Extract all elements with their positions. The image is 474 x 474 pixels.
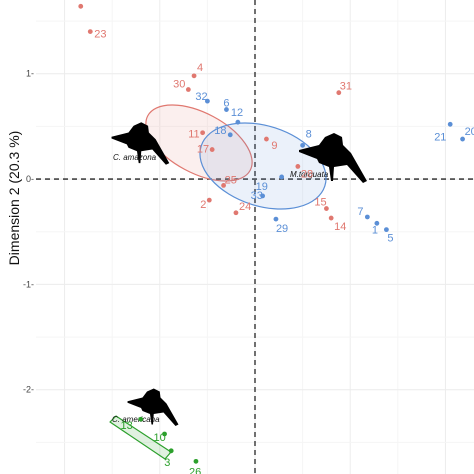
point-12 xyxy=(235,119,241,125)
point-label-24: 24 xyxy=(239,201,251,213)
point-13 xyxy=(138,416,144,422)
y-tick-label: 1- xyxy=(26,69,34,79)
point-label-4: 4 xyxy=(197,62,203,74)
confidence-ellipses xyxy=(109,104,327,460)
bird-m-torquata-icon xyxy=(299,133,367,183)
point-label-7: 7 xyxy=(357,206,363,218)
point-21 xyxy=(447,121,453,127)
point-label-26: 26 xyxy=(189,466,201,474)
point-10 xyxy=(162,431,167,437)
ellipse-c-amazona xyxy=(145,104,253,182)
point-6 xyxy=(224,107,229,112)
point-5 xyxy=(384,227,389,233)
point-20 xyxy=(460,136,465,142)
y-tick-label: -1- xyxy=(23,279,34,289)
point-label-21: 21 xyxy=(434,131,446,143)
data-points: 2223430111792831252241514326121881933297… xyxy=(55,0,474,474)
species-label-c-americana: C. americana xyxy=(112,415,160,424)
point-label-31: 31 xyxy=(340,81,352,93)
point-24 xyxy=(233,210,239,216)
point-label-18: 18 xyxy=(214,125,226,137)
ellipse-m-torquata xyxy=(199,122,327,210)
point-30 xyxy=(185,87,191,92)
point-label-28: 28 xyxy=(301,168,313,180)
point-8 xyxy=(300,142,306,148)
point-label-17: 17 xyxy=(197,144,209,156)
point-label-10: 10 xyxy=(154,432,166,444)
bird-c-americana-icon xyxy=(127,388,179,426)
point-17 xyxy=(209,147,215,152)
point-1 xyxy=(374,220,380,226)
point-2 xyxy=(206,197,212,203)
point-31 xyxy=(336,90,342,96)
bird-silhouettes: C. amazona M.torquata C. americana xyxy=(111,122,367,426)
point-23 xyxy=(87,29,93,34)
point-25 xyxy=(221,182,226,188)
point-28 xyxy=(295,164,301,169)
point-18 xyxy=(227,132,233,138)
point-label-11: 11 xyxy=(188,129,199,141)
point-label-32: 32 xyxy=(195,91,207,103)
point-label-8: 8 xyxy=(306,128,312,140)
point-7 xyxy=(364,214,370,220)
point-label-14: 14 xyxy=(334,221,346,233)
point-label-19: 19 xyxy=(256,181,268,193)
point-4 xyxy=(191,73,197,79)
point-26 xyxy=(193,458,199,464)
y-axis-label: Dimension 2 (20.3 %) xyxy=(6,131,22,266)
point-label-6: 6 xyxy=(223,98,229,110)
point-14 xyxy=(328,215,334,221)
species-label-c-amazona: C. amazona xyxy=(113,153,157,162)
point-label-12: 12 xyxy=(231,107,243,119)
point-label-25: 25 xyxy=(225,174,237,186)
point-29 xyxy=(273,216,279,222)
point-label-1: 1 xyxy=(372,224,378,236)
point-label-20: 20 xyxy=(465,126,474,138)
point-label-33: 33 xyxy=(251,190,263,202)
y-tick-label: -2- xyxy=(23,385,34,395)
y-tick-label: 0- xyxy=(26,174,34,184)
zero-axes xyxy=(36,0,474,474)
point-19 xyxy=(279,174,285,180)
point-11 xyxy=(200,130,206,136)
point-32 xyxy=(204,98,210,104)
point-9 xyxy=(264,136,269,142)
point-15 xyxy=(324,206,329,211)
point-label-13: 13 xyxy=(120,420,132,432)
point-label-2: 2 xyxy=(200,199,206,211)
point-label-29: 29 xyxy=(276,223,288,235)
point-3 xyxy=(168,448,174,454)
point-label-3: 3 xyxy=(164,457,170,469)
point-label-22: 22 xyxy=(55,0,67,1)
point-label-30: 30 xyxy=(173,79,185,91)
point-label-5: 5 xyxy=(387,233,393,245)
y-tick-labels: 1- 0- -1- -2- xyxy=(23,69,34,395)
point-label-9: 9 xyxy=(271,140,277,152)
point-33 xyxy=(260,193,266,199)
point-22 xyxy=(78,3,84,9)
bird-c-amazona-icon xyxy=(111,122,170,165)
point-label-23: 23 xyxy=(94,29,106,41)
point-label-15: 15 xyxy=(314,197,326,209)
species-label-m-torquata: M.torquata xyxy=(290,170,329,179)
